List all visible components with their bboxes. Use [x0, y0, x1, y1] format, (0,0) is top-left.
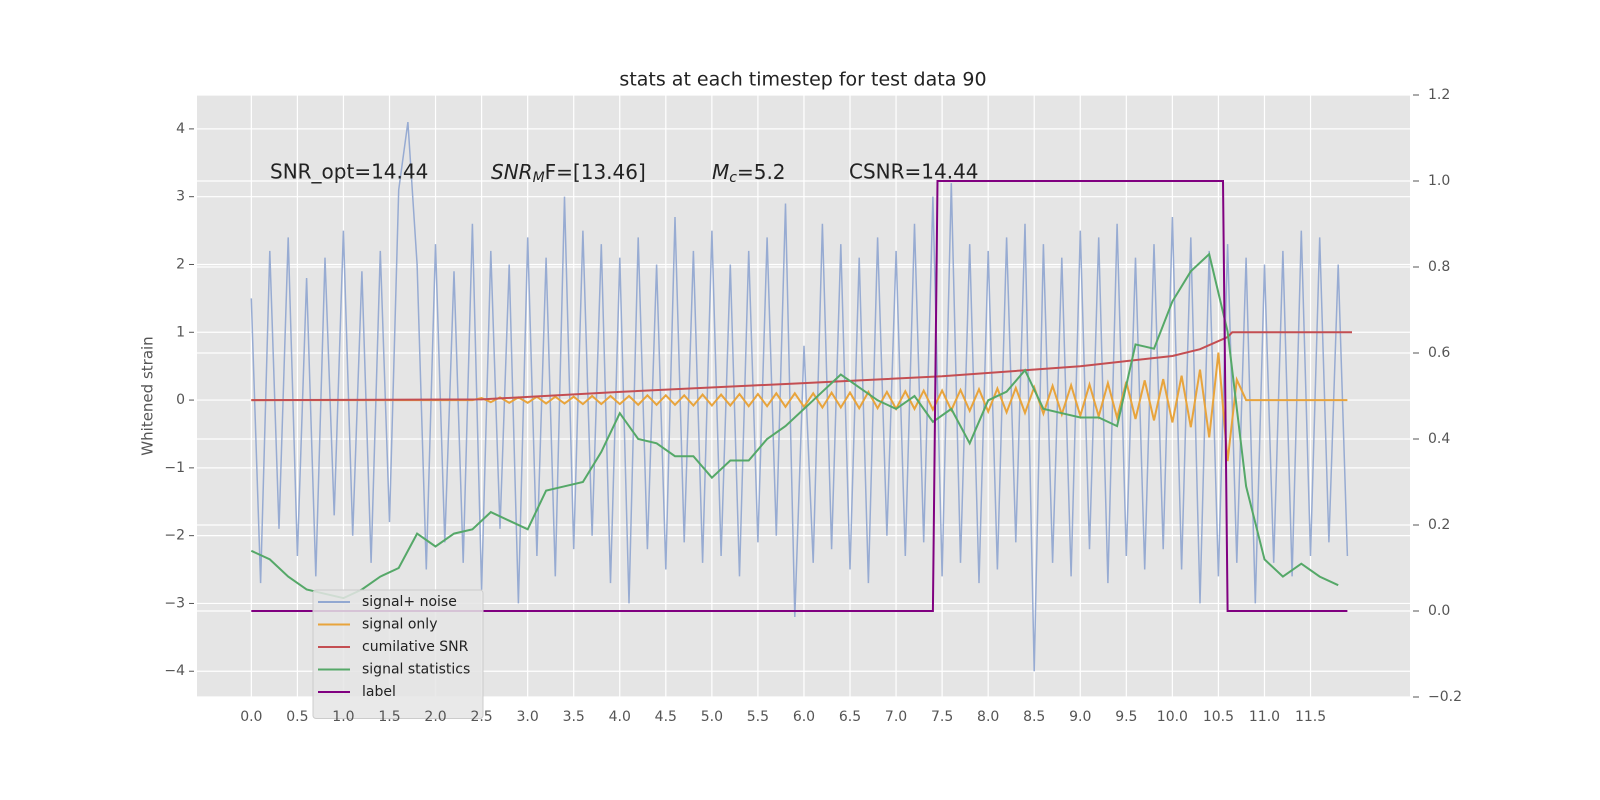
x-tick-label: 1.5 — [378, 709, 400, 725]
series-line — [250, 252, 1339, 600]
annotation-rest: =5.2 — [737, 160, 786, 184]
annotation-main: M — [712, 160, 729, 184]
x-tick-label: 2.5 — [470, 709, 492, 725]
y-tick-label: 0 — [176, 392, 185, 408]
y-tick-label: 4 — [176, 121, 185, 137]
y-axis-label: Whitened strain — [139, 336, 157, 455]
x-tick-label: 8.0 — [977, 709, 999, 725]
x-tick-label: 1.0 — [332, 709, 354, 725]
x-tick-label: 9.0 — [1069, 709, 1091, 725]
x-tick-label: 2.0 — [424, 709, 446, 725]
x-tick-label: 10.5 — [1203, 709, 1234, 725]
x-tick-label: 6.5 — [839, 709, 861, 725]
y2-tick-label: 1.0 — [1428, 173, 1450, 189]
legend-box — [312, 589, 484, 719]
x-tick-label: 5.0 — [701, 709, 723, 725]
x-tick-label: 8.5 — [1023, 709, 1045, 725]
annotation-main: SNR — [491, 160, 533, 184]
y2-tick-label: 0.0 — [1428, 603, 1450, 619]
plot-lines — [250, 121, 1352, 672]
y2-tick-label: 0.8 — [1428, 259, 1450, 275]
x-tick-label: 5.5 — [747, 709, 769, 725]
x-tick-label: 7.0 — [885, 709, 907, 725]
x-tick-label: 3.5 — [563, 709, 585, 725]
x-tick-label: 4.0 — [609, 709, 631, 725]
series-line — [250, 121, 1349, 672]
x-tick-label: 0.0 — [240, 709, 262, 725]
annotation: CSNR=14.44 — [849, 160, 979, 184]
y-tick-label: −1 — [164, 460, 185, 476]
y-tick-label: 2 — [176, 256, 185, 272]
y2-tick-label: −0.2 — [1428, 689, 1462, 705]
y-tick-label: 1 — [176, 324, 185, 340]
annotation: SNRMF=[13.46] — [491, 160, 646, 187]
x-tick-label: 11.5 — [1295, 709, 1326, 725]
y-tick-label: −3 — [164, 595, 185, 611]
legend-label: cumilative SNR — [362, 639, 469, 655]
legend-label: signal only — [362, 617, 437, 633]
chart-title: stats at each timestep for test data 90 — [619, 69, 986, 91]
series-line — [251, 331, 1352, 402]
annotation: SNR_opt=14.44 — [270, 160, 428, 184]
annotation-sub: c — [729, 170, 737, 186]
x-tick-label: 11.0 — [1249, 709, 1280, 725]
x-tick-label: 7.5 — [931, 709, 953, 725]
legend-label: label — [362, 684, 396, 700]
legend-label: signal+ noise — [362, 594, 457, 610]
annotation: Mc=5.2 — [712, 160, 786, 187]
x-tick-label: 0.5 — [286, 709, 308, 725]
series-line — [251, 180, 1348, 612]
y2-tick-label: 0.6 — [1428, 345, 1450, 361]
x-tick-label: 4.5 — [655, 709, 677, 725]
y2-tick-label: 0.2 — [1428, 517, 1450, 533]
x-tick-label: 9.5 — [1115, 709, 1137, 725]
overlay: SNR_opt=14.44 SNRMF=[13.46] Mc=5.2 CSNR=14.… — [270, 160, 979, 719]
annotation-sub: M — [533, 170, 545, 186]
annotation-rest: F=[13.46] — [545, 160, 646, 184]
y-tick-label: −4 — [164, 663, 185, 679]
x-tick-label: 10.0 — [1157, 709, 1188, 725]
y2-tick-label: 1.2 — [1428, 87, 1450, 103]
y2-tick-label: 0.4 — [1428, 431, 1450, 447]
x-tick-label: 6.0 — [793, 709, 815, 725]
y-tick-label: 3 — [176, 189, 185, 205]
x-tick-label: 3.0 — [517, 709, 539, 725]
y-tick-label: −2 — [164, 528, 185, 544]
legend-label: signal statistics — [362, 662, 470, 678]
